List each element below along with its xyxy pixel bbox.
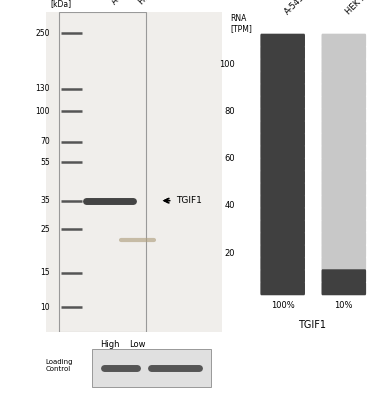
Text: 40: 40 — [225, 201, 235, 210]
FancyBboxPatch shape — [92, 349, 211, 387]
Text: High: High — [100, 340, 120, 349]
Text: TGIF1: TGIF1 — [176, 196, 202, 205]
FancyBboxPatch shape — [322, 108, 366, 122]
FancyBboxPatch shape — [261, 34, 305, 47]
FancyBboxPatch shape — [322, 207, 366, 221]
Text: Low: Low — [129, 340, 146, 349]
FancyBboxPatch shape — [322, 46, 366, 60]
FancyBboxPatch shape — [322, 282, 366, 295]
FancyBboxPatch shape — [322, 220, 366, 233]
FancyBboxPatch shape — [322, 34, 366, 47]
FancyBboxPatch shape — [261, 220, 305, 233]
Text: 10: 10 — [40, 303, 50, 312]
FancyBboxPatch shape — [322, 96, 366, 109]
Text: A-549: A-549 — [283, 0, 306, 17]
FancyBboxPatch shape — [322, 120, 366, 134]
FancyBboxPatch shape — [322, 58, 366, 72]
FancyBboxPatch shape — [261, 182, 305, 196]
Text: 100%: 100% — [271, 301, 295, 310]
FancyBboxPatch shape — [261, 282, 305, 295]
FancyBboxPatch shape — [261, 145, 305, 159]
Text: HEK 293: HEK 293 — [138, 0, 169, 6]
Text: Loading
Control: Loading Control — [46, 359, 73, 372]
FancyBboxPatch shape — [322, 133, 366, 146]
FancyBboxPatch shape — [322, 182, 366, 196]
Text: 35: 35 — [40, 196, 50, 205]
Text: 15: 15 — [40, 268, 50, 278]
FancyBboxPatch shape — [261, 195, 305, 208]
FancyBboxPatch shape — [261, 71, 305, 84]
Text: TGIF1: TGIF1 — [298, 320, 326, 330]
FancyBboxPatch shape — [261, 232, 305, 246]
FancyBboxPatch shape — [322, 195, 366, 208]
Bar — [58, 12, 146, 332]
FancyBboxPatch shape — [322, 269, 366, 283]
Text: 250: 250 — [36, 28, 50, 38]
FancyBboxPatch shape — [322, 71, 366, 84]
FancyBboxPatch shape — [261, 108, 305, 122]
FancyBboxPatch shape — [322, 232, 366, 246]
Text: 80: 80 — [225, 107, 235, 116]
FancyBboxPatch shape — [261, 244, 305, 258]
Text: 130: 130 — [36, 84, 50, 93]
FancyBboxPatch shape — [261, 207, 305, 221]
Text: 100: 100 — [36, 107, 50, 116]
Text: 70: 70 — [40, 137, 50, 146]
FancyBboxPatch shape — [261, 96, 305, 109]
FancyBboxPatch shape — [322, 145, 366, 159]
Text: A-549: A-549 — [110, 0, 133, 6]
FancyBboxPatch shape — [261, 83, 305, 97]
Text: 20: 20 — [225, 248, 235, 258]
FancyBboxPatch shape — [322, 170, 366, 184]
FancyBboxPatch shape — [261, 257, 305, 270]
FancyBboxPatch shape — [261, 170, 305, 184]
Text: 25: 25 — [40, 225, 50, 234]
Text: 10%: 10% — [335, 301, 353, 310]
FancyBboxPatch shape — [261, 269, 305, 283]
Text: RNA
[TPM]: RNA [TPM] — [231, 14, 253, 33]
FancyBboxPatch shape — [261, 158, 305, 171]
Text: [kDa]: [kDa] — [50, 0, 71, 8]
Text: 55: 55 — [40, 158, 50, 167]
FancyBboxPatch shape — [322, 244, 366, 258]
FancyBboxPatch shape — [322, 257, 366, 270]
Text: 60: 60 — [225, 154, 235, 163]
FancyBboxPatch shape — [261, 133, 305, 146]
FancyBboxPatch shape — [322, 158, 366, 171]
FancyBboxPatch shape — [261, 58, 305, 72]
FancyBboxPatch shape — [261, 120, 305, 134]
FancyBboxPatch shape — [261, 46, 305, 60]
FancyBboxPatch shape — [322, 83, 366, 97]
Text: HEK 293: HEK 293 — [344, 0, 376, 17]
Text: 100: 100 — [220, 60, 235, 68]
